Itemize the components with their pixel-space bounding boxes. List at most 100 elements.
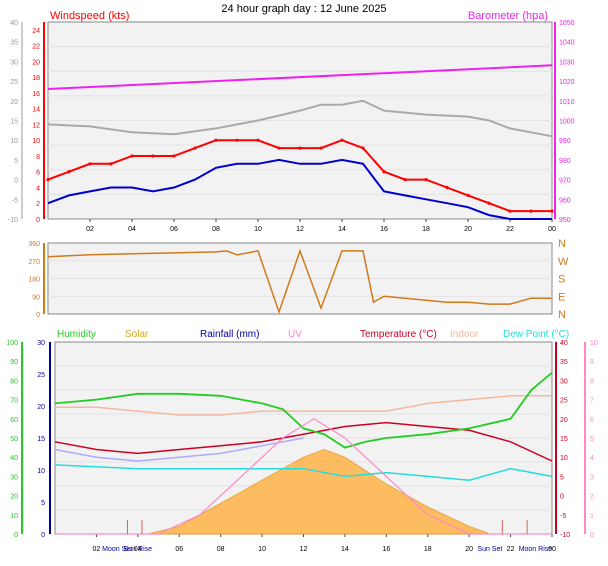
- x-tick-label: 10: [258, 546, 266, 553]
- uv-tick-label: 10: [590, 340, 598, 347]
- temperature-tick-label: 0: [560, 494, 564, 501]
- right-tick-label: 960: [559, 197, 571, 204]
- windspeed-point: [172, 154, 176, 158]
- outer-tick-label: 20: [10, 99, 18, 106]
- left-tick-label: 360: [28, 241, 40, 248]
- rain-tick-label: 25: [37, 372, 45, 379]
- windspeed-point: [487, 201, 491, 205]
- temperature-tick-label: -10: [560, 532, 570, 539]
- windspeed-point: [130, 154, 134, 158]
- outer-tick-label: -10: [8, 217, 18, 224]
- humidity-tick-label: 60: [10, 417, 18, 424]
- uv-tick-label: 3: [590, 474, 594, 481]
- windspeed-point: [445, 185, 449, 190]
- multi-sensor-panel: 0102030405060708090100051015202530-10-50…: [6, 329, 598, 553]
- right-tick-label: 1000: [559, 119, 575, 126]
- right-tick-label: 950: [559, 217, 571, 224]
- x-tick-label: 16: [382, 546, 390, 553]
- direction-line: [47, 248, 552, 315]
- temperature-tick-label: -5: [560, 513, 566, 520]
- uv-line: [55, 418, 552, 535]
- left-tick-label: 22: [32, 44, 40, 51]
- x-tick-label: 08: [217, 546, 225, 553]
- dewpoint-line: [54, 464, 553, 481]
- outer-tick-label: 25: [10, 79, 18, 86]
- compass-tick-label: W: [558, 256, 569, 268]
- uv-tick-label: 6: [590, 417, 594, 424]
- uv-tick-label: 8: [590, 378, 594, 385]
- left-axis-title: Windspeed (kts): [50, 10, 129, 22]
- temperature-tick-label: 40: [560, 340, 568, 347]
- left-tick-label: 16: [32, 91, 40, 98]
- legend-entry: Rainfall (mm): [200, 329, 259, 340]
- x-tick-label: 18: [424, 546, 432, 553]
- uv-tick-label: 7: [590, 398, 594, 405]
- rain-tick-label: 15: [37, 436, 45, 443]
- gust-line: [47, 158, 552, 220]
- humidity-tick-label: 10: [10, 513, 18, 520]
- windspeed-point: [508, 209, 512, 213]
- humidity-tick-label: 50: [10, 436, 18, 443]
- barometer-line: [47, 64, 553, 90]
- windspeed-point: [277, 146, 281, 150]
- legend-entry: Solar: [125, 329, 149, 340]
- legend-entry: Dew Point (°C): [503, 329, 569, 340]
- rain-tick-label: 20: [37, 404, 45, 411]
- right-tick-label: 1020: [559, 79, 575, 86]
- windspeed-point: [256, 138, 260, 142]
- rain-tick-label: 5: [41, 500, 45, 507]
- x-tick-label: 10: [254, 226, 262, 233]
- outer-tick-label: 0: [14, 178, 18, 185]
- windspeed-point: [109, 162, 113, 166]
- windspeed-point: [403, 178, 407, 182]
- indoor-line: [55, 395, 552, 416]
- outer-tick-label: 5: [14, 158, 18, 165]
- windspeed-point: [235, 138, 239, 142]
- x-tick-label: 20: [464, 226, 472, 233]
- windspeed-point: [340, 138, 344, 142]
- windspeed-point: [466, 193, 470, 197]
- outer-tick-label: 40: [10, 20, 18, 27]
- windspeed-point: [298, 146, 302, 150]
- left-tick-label: 0: [36, 312, 40, 319]
- uv-tick-label: 1: [590, 513, 594, 520]
- windspeed-point: [67, 170, 71, 174]
- chill-line: [54, 437, 304, 462]
- outer-tick-label: -5: [12, 197, 18, 204]
- x-tick-label: 06: [175, 546, 183, 553]
- right-tick-label: 1040: [559, 40, 575, 47]
- uv-tick-label: 2: [590, 494, 594, 501]
- left-tick-label: 20: [32, 59, 40, 66]
- outer-tick-label: 30: [10, 59, 18, 66]
- right-tick-label: 1030: [559, 59, 575, 66]
- x-tick-label: 22: [507, 546, 515, 553]
- humidity-tick-label: 90: [10, 359, 18, 366]
- left-tick-label: 180: [28, 277, 40, 284]
- windspeed-point: [151, 154, 155, 158]
- temperature-tick-label: 5: [560, 474, 564, 481]
- event-label: Moon Set: [102, 546, 132, 553]
- event-label: Moon Rise: [519, 546, 553, 553]
- x-tick-label: 00: [548, 226, 556, 233]
- left-tick-label: 90: [32, 294, 40, 301]
- left-tick-label: 0: [36, 217, 40, 224]
- x-tick-label: 14: [338, 226, 346, 233]
- left-tick-label: 18: [32, 75, 40, 82]
- right-tick-label: 980: [559, 158, 571, 165]
- left-tick-label: 2: [36, 201, 40, 208]
- left-tick-label: 4: [36, 185, 40, 192]
- humidity-tick-label: 0: [14, 532, 18, 539]
- windspeed-point: [88, 162, 92, 166]
- x-tick-label: 12: [296, 226, 304, 233]
- temperature-tick-label: 30: [560, 378, 568, 385]
- windspeed-point: [382, 170, 386, 174]
- chart-title: 24 hour graph day : 12 June 2025: [221, 3, 386, 15]
- windspeed-point: [214, 138, 218, 142]
- windspeed-point: [193, 146, 197, 150]
- temperature-tick-label: 10: [560, 455, 568, 462]
- temperature-tick-label: 35: [560, 359, 568, 366]
- x-tick-label: 14: [341, 546, 349, 553]
- temperature-line: [54, 421, 553, 462]
- humidity-tick-label: 80: [10, 378, 18, 385]
